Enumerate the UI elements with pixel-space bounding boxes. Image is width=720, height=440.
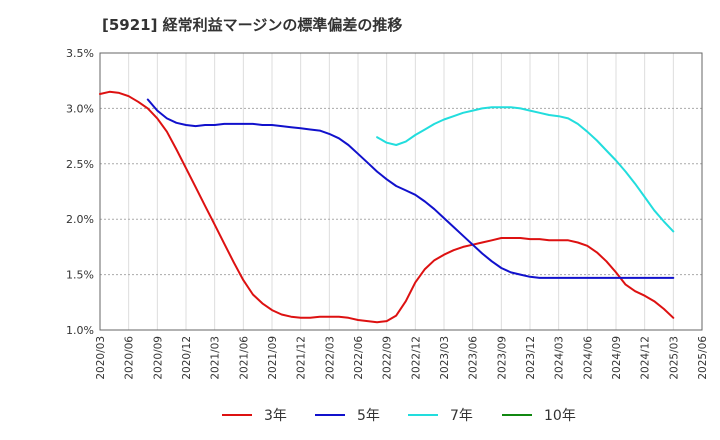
x-tick-label: 2020/09: [152, 336, 164, 380]
y-tick-label: 3.0%: [66, 102, 94, 115]
y-tick-label: 2.0%: [66, 213, 94, 226]
y-tick-label: 2.5%: [66, 158, 94, 171]
x-tick-label: 2022/03: [324, 336, 336, 380]
plot-frame: [99, 52, 703, 331]
chart-title: [5921] 経常利益マージンの標準偏差の推移: [102, 16, 403, 34]
x-tick-label: 2021/03: [210, 336, 222, 380]
x-tick-label: 2020/03: [95, 336, 107, 380]
x-tick-label: 2025/06: [697, 336, 709, 380]
x-tick-label: 2023/09: [496, 336, 508, 380]
x-tick-label: 2023/06: [468, 336, 480, 380]
x-tick-label: 2021/06: [238, 336, 250, 380]
legend-label-3年: 3年: [264, 408, 287, 424]
y-tick-label: 3.5%: [66, 47, 94, 60]
x-tick-label: 2024/06: [582, 336, 594, 380]
gridlines: [100, 53, 702, 330]
x-tick-label: 2021/12: [296, 336, 308, 380]
x-tick-label: 2021/09: [267, 336, 279, 380]
x-tick-label: 2024/09: [611, 336, 623, 380]
x-tick-label: 2020/06: [124, 336, 136, 380]
series-line-5年: [146, 98, 675, 279]
x-tick-label: 2024/03: [554, 336, 566, 380]
x-tick-label: 2025/03: [668, 336, 680, 380]
series-lines: [99, 90, 675, 324]
legend: 3年 5年 7年 10年: [222, 408, 576, 424]
x-tick-label: 2022/06: [353, 336, 365, 380]
legend-label-10年: 10年: [544, 408, 576, 424]
x-tick-label: 2022/09: [382, 336, 394, 380]
legend-label-7年: 7年: [450, 408, 473, 424]
y-tick-label: 1.5%: [66, 269, 94, 282]
axes: 1.0% 1.5% 2.0% 2.5% 3.0% 3.5% 2020/03 2020/06 20…: [66, 47, 709, 380]
x-tick-label: 2022/12: [410, 336, 422, 380]
y-tick-label: 1.0%: [66, 324, 94, 337]
x-tick-label: 2024/12: [640, 336, 652, 380]
x-tick-label: 2023/03: [439, 336, 451, 380]
x-tick-label: 2020/12: [181, 336, 193, 380]
legend-label-5年: 5年: [357, 408, 380, 424]
series-line-3年: [99, 90, 675, 324]
series-line-7年: [376, 106, 675, 233]
x-tick-label: 2023/12: [525, 336, 537, 380]
